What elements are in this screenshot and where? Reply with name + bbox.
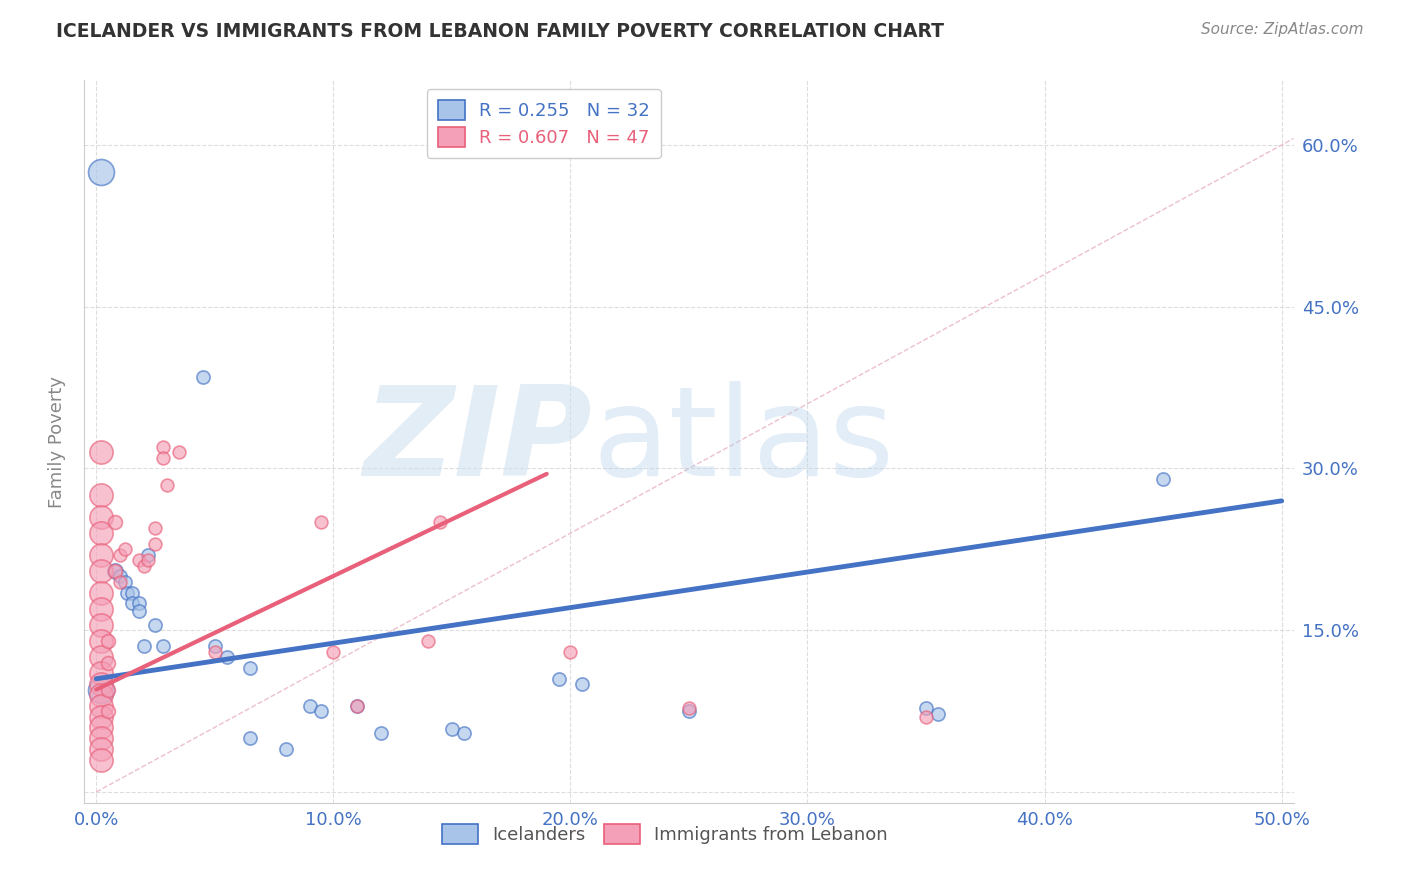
Point — [90, 618, 112, 632]
Point — [322, 645, 344, 659]
Point — [97, 682, 120, 697]
Point — [138, 548, 160, 562]
Point — [115, 585, 138, 599]
Point — [132, 558, 155, 573]
Point — [90, 585, 112, 599]
Point — [145, 521, 167, 535]
Point — [346, 698, 368, 713]
Point — [114, 574, 136, 589]
Point — [1152, 472, 1174, 486]
Point — [90, 698, 112, 713]
Point — [239, 661, 262, 675]
Point — [311, 516, 333, 530]
Point — [121, 585, 143, 599]
Point — [156, 477, 179, 491]
Point — [346, 698, 368, 713]
Point — [132, 640, 155, 654]
Point — [90, 720, 112, 734]
Point — [927, 707, 949, 722]
Point — [108, 569, 131, 583]
Point — [90, 165, 112, 179]
Point — [90, 445, 112, 459]
Point — [204, 645, 226, 659]
Point — [678, 704, 700, 718]
Point — [215, 650, 238, 665]
Point — [915, 709, 938, 723]
Point — [571, 677, 593, 691]
Point — [370, 725, 392, 739]
Point — [418, 634, 440, 648]
Point — [90, 510, 112, 524]
Point — [678, 701, 700, 715]
Point — [152, 450, 174, 465]
Point — [90, 666, 112, 681]
Point — [90, 731, 112, 745]
Point — [108, 548, 131, 562]
Point — [90, 742, 112, 756]
Point — [138, 553, 160, 567]
Point — [90, 650, 112, 665]
Point — [104, 564, 127, 578]
Point — [90, 753, 112, 767]
Point — [239, 731, 262, 745]
Point — [429, 516, 451, 530]
Point — [108, 574, 131, 589]
Point — [145, 537, 167, 551]
Point — [311, 704, 333, 718]
Point — [90, 688, 112, 702]
Point — [167, 445, 190, 459]
Point — [104, 516, 127, 530]
Legend: Icelanders, Immigrants from Lebanon: Icelanders, Immigrants from Lebanon — [434, 817, 896, 852]
Point — [145, 618, 167, 632]
Point — [90, 677, 112, 691]
Point — [440, 723, 463, 737]
Point — [560, 645, 582, 659]
Point — [90, 709, 112, 723]
Point — [90, 526, 112, 541]
Point — [97, 656, 120, 670]
Point — [152, 440, 174, 454]
Point — [90, 548, 112, 562]
Point — [128, 604, 150, 618]
Point — [128, 553, 150, 567]
Text: ICELANDER VS IMMIGRANTS FROM LEBANON FAMILY POVERTY CORRELATION CHART: ICELANDER VS IMMIGRANTS FROM LEBANON FAM… — [56, 22, 945, 41]
Text: Source: ZipAtlas.com: Source: ZipAtlas.com — [1201, 22, 1364, 37]
Point — [204, 640, 226, 654]
Point — [104, 564, 127, 578]
Point — [547, 672, 569, 686]
Point — [121, 596, 143, 610]
Point — [90, 634, 112, 648]
Point — [90, 682, 112, 697]
Point — [128, 596, 150, 610]
Point — [915, 701, 938, 715]
Point — [97, 704, 120, 718]
Point — [97, 634, 120, 648]
Point — [90, 564, 112, 578]
Y-axis label: Family Poverty: Family Poverty — [48, 376, 66, 508]
Point — [274, 742, 297, 756]
Point — [90, 488, 112, 502]
Point — [90, 601, 112, 615]
Point — [298, 698, 321, 713]
Point — [114, 542, 136, 557]
Point — [152, 640, 174, 654]
Text: ZIP: ZIP — [364, 381, 592, 502]
Point — [191, 369, 214, 384]
Text: atlas: atlas — [592, 381, 894, 502]
Point — [453, 725, 475, 739]
